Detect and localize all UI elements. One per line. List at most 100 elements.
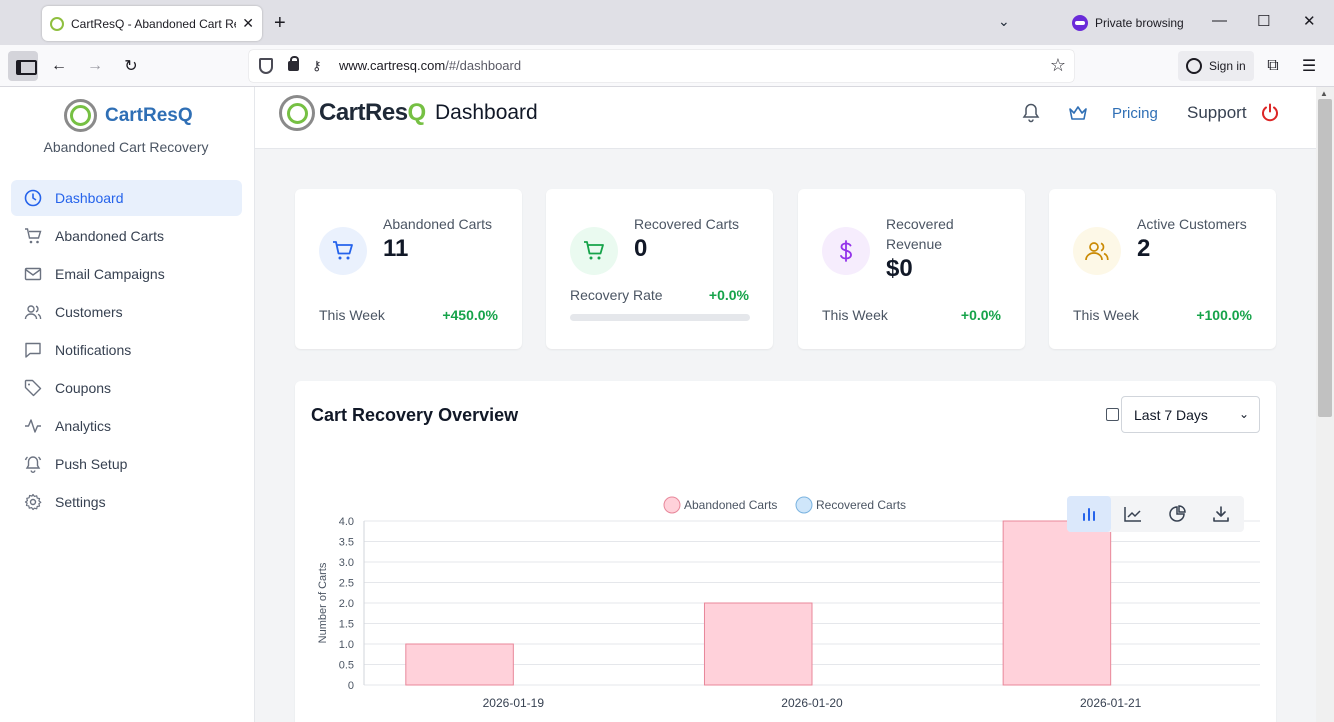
y-tick-label: 0 — [348, 680, 354, 692]
sidebar-item-settings[interactable]: Settings — [11, 484, 242, 520]
brand-subtitle: Abandoned Cart Recovery — [43, 139, 209, 155]
stat-value: 0 — [634, 235, 648, 262]
sidebar-item-label: Coupons — [55, 380, 112, 396]
sidebar-item-label: Abandoned Carts — [55, 228, 164, 244]
top-bar: CartResQ Dashboard Pricing Support — [255, 87, 1316, 149]
address-bar[interactable]: ⚷ www.cartresq.com/#/dashboard ☆ — [249, 50, 1074, 82]
bar-chart-button[interactable] — [1067, 496, 1111, 532]
overview-title: Cart Recovery Overview — [311, 405, 519, 425]
sign-in-button[interactable]: Sign in — [1178, 51, 1254, 81]
date-range-value: Last 7 Days — [1134, 406, 1208, 423]
tracking-shield-icon[interactable] — [259, 58, 273, 74]
sidebar-item-label: Email Campaigns — [55, 266, 165, 282]
power-icon[interactable] — [1260, 103, 1280, 123]
activity-icon — [24, 417, 42, 435]
recovery-rate-progress — [570, 314, 750, 321]
sidebar-item-label: Dashboard — [55, 190, 124, 206]
stat-value: 2 — [1137, 235, 1151, 262]
account-icon — [1186, 58, 1202, 74]
sidebar-item-label: Customers — [55, 304, 123, 320]
sidebar-item-label: Analytics — [55, 418, 112, 434]
y-tick-label: 0.5 — [339, 660, 354, 672]
x-tick-label: 2026-01-19 — [483, 696, 545, 710]
browser-tab[interactable]: CartResQ - Abandoned Cart Rec ✕ — [42, 6, 262, 41]
line-chart-button[interactable] — [1111, 496, 1155, 532]
bell-icon[interactable] — [1022, 103, 1040, 123]
cart-recovery-overview-card: Cart Recovery Overview Last 7 Days ⌄ 0 0.… — [295, 381, 1276, 722]
clock-icon — [24, 189, 42, 207]
stat-label: Active Customers — [1137, 216, 1247, 232]
pie-chart-icon — [1169, 505, 1186, 522]
sidebar-item-push-setup[interactable]: Push Setup — [11, 446, 242, 482]
stat-footer: Recovery Rate — [570, 287, 663, 303]
private-browsing-indicator: Private browsing — [1072, 15, 1184, 31]
calendar-icon — [1106, 408, 1119, 421]
sidebar-item-email-campaigns[interactable]: Email Campaigns — [11, 256, 242, 292]
list-tabs-icon[interactable]: ⌄ — [998, 13, 1010, 29]
download-button[interactable] — [1199, 496, 1243, 532]
sidebar-item-customers[interactable]: Customers — [11, 294, 242, 330]
x-tick-label: 2026-01-21 — [1080, 696, 1142, 710]
header-logo[interactable]: CartResQ — [279, 95, 426, 131]
logo-icon — [64, 99, 97, 132]
sidebar-item-coupons[interactable]: Coupons — [11, 370, 242, 406]
stat-card-active-customers: Active Customers 2 This Week +100.0% — [1049, 189, 1276, 349]
sidebar-item-abandoned-carts[interactable]: Abandoned Carts — [11, 218, 242, 254]
y-tick-label: 1.5 — [339, 619, 354, 631]
app: CartResQ Abandoned Cart Recovery Dashboa… — [0, 87, 1334, 722]
y-tick-label: 3.0 — [339, 557, 354, 569]
extensions-icon[interactable]: ⧉ — [1267, 57, 1279, 74]
sidebar-toggle-icon[interactable] — [8, 51, 38, 81]
page-scrollbar[interactable]: ▲ — [1316, 87, 1334, 722]
y-tick-label: 3.5 — [339, 537, 354, 549]
users-icon — [24, 303, 42, 321]
stat-value: 11 — [383, 235, 409, 262]
reload-icon[interactable]: ↻ — [124, 58, 138, 75]
gear-icon — [24, 493, 42, 511]
sidebar-item-dashboard[interactable]: Dashboard — [11, 180, 242, 216]
maximize-icon[interactable]: ☐ — [1257, 13, 1271, 30]
stat-label: Abandoned Carts — [383, 216, 492, 232]
scroll-up-icon[interactable]: ▲ — [1320, 89, 1328, 98]
support-link[interactable]: Support — [1187, 103, 1247, 122]
new-tab-button[interactable]: + — [274, 12, 286, 34]
sidebar-item-notifications[interactable]: Notifications — [11, 332, 242, 368]
bar-chart: 0 0.5 1.0 1.5 2.0 2.5 3.0 3.5 4.0 Number of Carts… — [317, 496, 1260, 710]
menu-icon[interactable]: ☰ — [1301, 58, 1317, 75]
pie-chart-button[interactable] — [1155, 496, 1199, 532]
sidebar-item-label: Settings — [55, 494, 106, 510]
sidebar-item-label: Notifications — [55, 342, 132, 358]
crown-icon[interactable] — [1068, 103, 1088, 123]
stat-change: +450.0% — [442, 307, 498, 323]
cart-icon — [24, 227, 42, 245]
y-tick-label: 2.5 — [339, 578, 354, 590]
sidebar-menu: Dashboard Abandoned Carts Email Campaigns C… — [11, 180, 242, 522]
stat-card-recovered-carts: Recovered Carts 0 Recovery Rate +0.0% — [546, 189, 773, 349]
stat-value: $0 — [886, 255, 913, 282]
forward-icon[interactable]: → — [87, 57, 103, 74]
back-icon[interactable]: ← — [51, 57, 67, 74]
stat-change: +0.0% — [960, 307, 1001, 323]
lock-icon[interactable] — [288, 56, 299, 71]
private-mask-icon — [1072, 15, 1088, 31]
sidebar-brand[interactable]: CartResQ — [64, 99, 193, 132]
minimize-icon[interactable]: — — [1212, 12, 1227, 29]
pricing-link[interactable]: Pricing — [1112, 105, 1158, 122]
download-icon — [1213, 506, 1229, 522]
header-logo-icon — [279, 95, 315, 131]
browser-nav-bar: ← → ↻ ⚷ www.cartresq.com/#/dashboard ☆ S… — [0, 45, 1334, 87]
mail-icon — [24, 265, 42, 283]
sidebar-item-analytics[interactable]: Analytics — [11, 408, 242, 444]
bookmark-star-icon[interactable]: ☆ — [1049, 55, 1066, 75]
url-text[interactable]: www.cartresq.com/#/dashboard — [339, 58, 522, 73]
sign-in-label: Sign in — [1209, 59, 1246, 73]
tab-title: CartResQ - Abandoned Cart Rec — [71, 16, 237, 31]
brand-name: CartResQ — [105, 104, 193, 126]
bar-abandoned-carts — [1002, 520, 1112, 686]
close-tab-icon[interactable]: ✕ — [242, 15, 254, 31]
y-tick-label: 1.0 — [339, 639, 354, 651]
date-range-select[interactable]: Last 7 Days ⌄ — [1121, 396, 1260, 433]
window-close-icon[interactable]: ✕ — [1303, 13, 1316, 30]
scrollbar-thumb[interactable] — [1318, 99, 1332, 417]
key-icon[interactable]: ⚷ — [312, 58, 322, 73]
